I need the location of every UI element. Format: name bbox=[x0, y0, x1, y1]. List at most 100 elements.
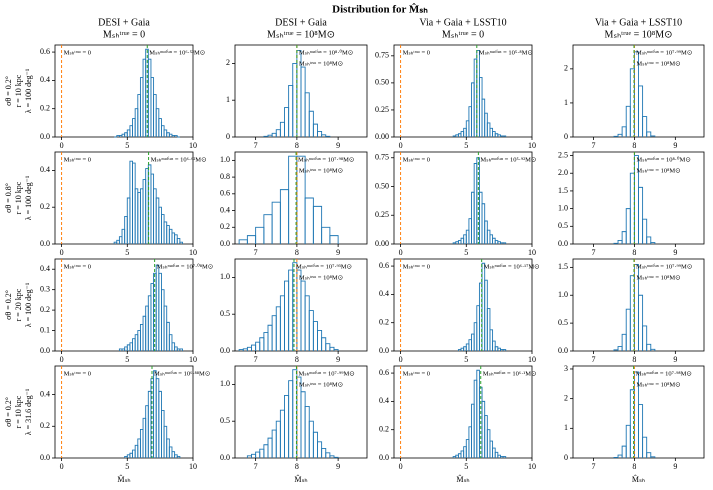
x-tick-label: 8 bbox=[632, 355, 636, 364]
x-tick-label: 7 bbox=[591, 141, 595, 150]
histogram-bin bbox=[263, 332, 269, 351]
row-label: σθ = 0.2° bbox=[4, 290, 13, 320]
y-tick-label: 0.2 bbox=[379, 318, 389, 327]
y-tick-label: 0.6 bbox=[379, 368, 389, 377]
y-tick-label: 0.0 bbox=[40, 346, 50, 355]
median-annotation: Mₛₕᵐᵉᵈⁱᵃⁿ = 10⁶·⁶²M⊙ bbox=[151, 155, 208, 163]
histogram-bin bbox=[617, 240, 623, 244]
y-tick-label: 0.75 bbox=[375, 51, 389, 60]
column-title: Mₛₕᵗʳᵘᵉ = 0 bbox=[442, 29, 484, 40]
column-title: Via + Gaia + LSST10 bbox=[419, 17, 506, 28]
histogram-bin bbox=[321, 226, 331, 244]
row-label: r = 10 kpc bbox=[14, 74, 23, 107]
y-tick-label: 0.2 bbox=[40, 104, 50, 113]
histogram-bin bbox=[646, 131, 652, 137]
histogram-bin bbox=[174, 135, 178, 137]
y-tick-label: 1 bbox=[226, 95, 230, 104]
x-axis-label: M̂ₛₕ bbox=[294, 473, 307, 484]
x-tick-label: 5 bbox=[125, 355, 129, 364]
y-tick-label: 0.2 bbox=[220, 222, 230, 231]
histogram-bin bbox=[304, 295, 310, 351]
x-tick-label: 10 bbox=[528, 141, 536, 150]
x-tick-label: 5 bbox=[464, 355, 468, 364]
histogram-bin bbox=[329, 235, 339, 244]
y-tick-label: 0.4 bbox=[40, 264, 50, 273]
histogram-bin bbox=[489, 329, 494, 351]
x-tick-label: 10 bbox=[189, 355, 197, 364]
x-axis-label: M̂ₛₕ bbox=[117, 473, 130, 484]
histogram-bin bbox=[271, 132, 277, 137]
median-annotation: Mₛₕᵐᵉᵈⁱᵃⁿ = 10⁷·⁹⁹M⊙ bbox=[298, 369, 355, 377]
x-tick-label: 5 bbox=[464, 462, 468, 471]
histogram-bin bbox=[300, 66, 306, 137]
histogram-bin bbox=[321, 337, 327, 351]
histogram-bin bbox=[292, 262, 298, 351]
y-tick-label: 0.0 bbox=[40, 239, 50, 248]
x-tick-label: 8 bbox=[632, 141, 636, 150]
y-tick-label: 0.2 bbox=[40, 202, 50, 211]
true-annotation: Mₛₕᵗʳᵘᵉ = 0 bbox=[64, 156, 91, 163]
histogram-bin bbox=[284, 394, 290, 458]
y-tick-label: 0.6 bbox=[40, 47, 50, 56]
y-tick-label: 0.0 bbox=[558, 346, 568, 355]
histogram-bin bbox=[275, 129, 281, 137]
y-tick-label: 0.8 bbox=[220, 172, 230, 181]
row-label: r = 10 kpc bbox=[14, 395, 23, 428]
histogram-bin bbox=[621, 231, 627, 244]
histogram-bin bbox=[296, 269, 302, 351]
histogram-bin bbox=[317, 131, 323, 137]
histogram-bin bbox=[617, 133, 623, 137]
true-annotation: Mₛₕᵗʳᵘᵉ = 10⁸M⊙ bbox=[299, 274, 344, 281]
x-tick-label: 7 bbox=[591, 462, 595, 471]
y-tick-label: 1 bbox=[564, 423, 568, 432]
histogram-bin bbox=[638, 186, 644, 244]
x-tick-label: 8 bbox=[295, 462, 299, 471]
histogram-bin bbox=[650, 242, 656, 244]
histogram-bin bbox=[625, 308, 631, 351]
histogram-bin bbox=[275, 306, 281, 351]
true-annotation: Mₛₕᵗʳᵘᵉ = 10⁸M⊙ bbox=[636, 60, 681, 67]
histogram-bin bbox=[650, 456, 656, 458]
histogram-bin bbox=[251, 453, 257, 458]
median-annotation: Mₛₕᵐᵉᵈⁱᵃⁿ = 10⁵·⁸M⊙ bbox=[479, 48, 534, 56]
axes-frame bbox=[234, 151, 368, 245]
histogram-bin bbox=[321, 447, 327, 458]
true-annotation: Mₛₕᵗʳᵘᵉ = 10⁸M⊙ bbox=[636, 381, 681, 388]
histogram-bin bbox=[300, 280, 306, 351]
median-annotation: Mₛₕᵐᵉᵈⁱᵃⁿ = 10⁸·⁰M⊙ bbox=[636, 155, 691, 163]
axes-frame bbox=[54, 365, 194, 459]
histogram-bin bbox=[255, 451, 261, 458]
x-tick-label: 9 bbox=[673, 355, 677, 364]
histogram-bin bbox=[325, 452, 331, 458]
x-tick-label: 0 bbox=[399, 141, 403, 150]
true-annotation: Mₛₕᵗʳᵘᵉ = 10⁸M⊙ bbox=[299, 167, 344, 174]
x-tick-label: 5 bbox=[125, 141, 129, 150]
median-annotation: Mₛₕᵐᵉᵈⁱᵃⁿ = 10⁶·⁸⁸M⊙ bbox=[154, 369, 211, 377]
histogram-bin bbox=[288, 269, 294, 351]
y-tick-label: 0.50 bbox=[375, 78, 389, 87]
y-tick-label: 1.5 bbox=[558, 186, 568, 195]
axes-frame bbox=[393, 151, 533, 245]
median-annotation: Mₛₕᵐᵉᵈⁱᵃⁿ = 10⁷·⁹⁹M⊙ bbox=[636, 262, 693, 270]
x-tick-label: 9 bbox=[336, 141, 340, 150]
histogram-bin bbox=[267, 324, 273, 351]
histogram-bin bbox=[625, 424, 631, 458]
histogram-bin bbox=[329, 346, 335, 351]
histogram-bin bbox=[625, 105, 631, 137]
y-tick-label: 0.4 bbox=[40, 165, 50, 174]
y-tick-label: 0.50 bbox=[375, 181, 389, 190]
y-tick-label: 0.0 bbox=[220, 346, 230, 355]
histogram-bin bbox=[275, 420, 281, 458]
histogram-bin bbox=[621, 445, 627, 458]
y-tick-label: 1 bbox=[564, 98, 568, 107]
histogram-bin bbox=[292, 62, 298, 137]
histogram-bin bbox=[317, 441, 323, 458]
x-axis-label: M̂ₛₕ bbox=[456, 473, 469, 484]
y-tick-label: 1.0 bbox=[220, 272, 230, 281]
y-tick-label: 0.0 bbox=[558, 239, 568, 248]
y-tick-label: 0.0 bbox=[379, 453, 389, 462]
y-tick-label: 0.00 bbox=[375, 239, 389, 248]
true-annotation: Mₛₕᵗʳᵘᵉ = 10⁸M⊙ bbox=[299, 381, 344, 388]
histogram-bin bbox=[617, 454, 623, 458]
